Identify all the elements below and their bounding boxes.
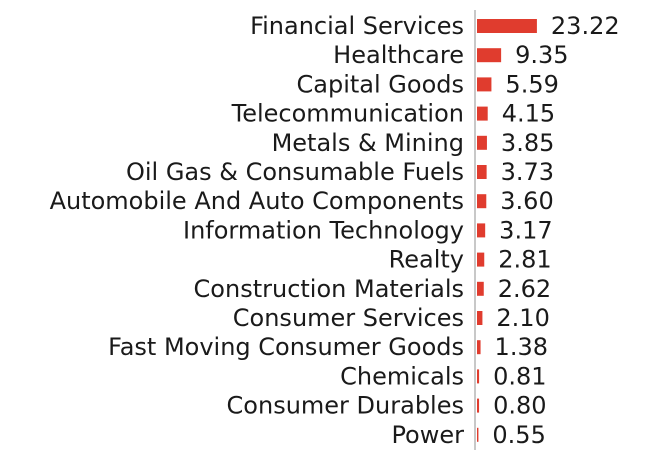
category-label: Metals & Mining: [272, 129, 464, 157]
bar: [477, 194, 487, 209]
bar: [477, 106, 488, 121]
category-label: Healthcare: [333, 41, 464, 69]
value-label: 0.80: [493, 392, 546, 420]
bar: [477, 223, 486, 238]
bar: [477, 165, 487, 179]
category-label: Consumer Services: [233, 304, 464, 332]
bar: [477, 340, 481, 355]
bar: [477, 427, 479, 442]
bar: [477, 369, 480, 384]
category-label: Power: [391, 421, 464, 449]
value-label: 3.85: [501, 129, 554, 157]
bar: [477, 48, 502, 63]
bar: [477, 135, 487, 150]
value-label: 3.17: [499, 216, 552, 244]
category-label: Chemicals: [340, 362, 464, 390]
value-label: 23.22: [551, 12, 620, 40]
category-label: Information Technology: [183, 216, 464, 244]
value-label: 3.60: [500, 187, 553, 215]
value-label: 3.73: [501, 158, 554, 186]
value-label: 2.10: [496, 304, 549, 332]
category-label: Capital Goods: [297, 70, 464, 98]
category-label: Fast Moving Consumer Goods: [108, 333, 464, 361]
value-label: 0.81: [493, 362, 546, 390]
category-label: Oil Gas & Consumable Fuels: [126, 158, 464, 186]
category-label: Financial Services: [250, 12, 464, 40]
bar: [477, 311, 483, 325]
value-label: 0.55: [492, 421, 545, 449]
category-label: Construction Materials: [194, 275, 464, 303]
value-label: 5.59: [505, 70, 558, 98]
bar: [477, 398, 480, 413]
bar: [477, 281, 484, 296]
value-label: 2.81: [498, 246, 551, 274]
category-label: Telecommunication: [231, 100, 464, 128]
bar: [477, 19, 537, 33]
value-label: 1.38: [495, 333, 548, 361]
value-label: 9.35: [515, 41, 568, 69]
bar: [477, 77, 492, 92]
category-label: Consumer Durables: [227, 392, 464, 420]
bar: [477, 252, 485, 267]
value-label: 2.62: [498, 275, 551, 303]
category-label: Realty: [389, 246, 464, 274]
value-label: 4.15: [502, 100, 555, 128]
category-label: Automobile And Auto Components: [50, 187, 464, 215]
